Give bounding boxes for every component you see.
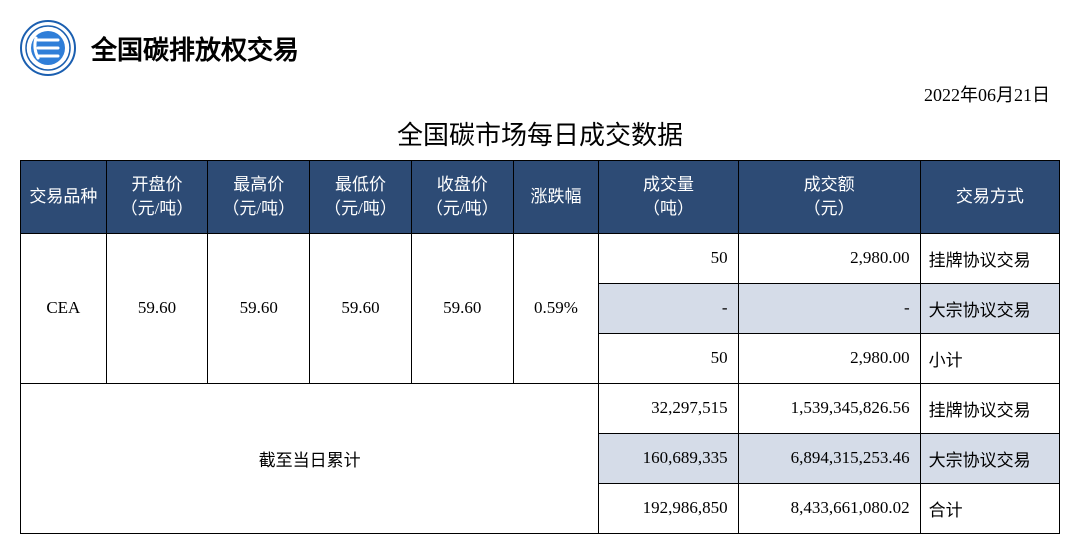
- cell-trade-type: 大宗协议交易: [920, 433, 1059, 483]
- cell-amount: 2,980.00: [738, 233, 920, 283]
- data-table: 交易品种 开盘价（元/吨） 最高价（元/吨） 最低价（元/吨） 收盘价（元/吨）…: [20, 160, 1060, 534]
- cell-trade-type: 合计: [920, 483, 1059, 533]
- col-change: 涨跌幅: [513, 161, 599, 234]
- cell-volume: 50: [599, 233, 738, 283]
- col-product: 交易品种: [21, 161, 107, 234]
- cell-open: 59.60: [106, 233, 208, 383]
- cell-volume: 32,297,515: [599, 383, 738, 433]
- cell-close: 59.60: [411, 233, 513, 383]
- cell-change: 0.59%: [513, 233, 599, 383]
- table-header-row: 交易品种 开盘价（元/吨） 最高价（元/吨） 最低价（元/吨） 收盘价（元/吨）…: [21, 161, 1060, 234]
- cell-volume: -: [599, 283, 738, 333]
- cell-cumulative-label: 截至当日累计: [21, 383, 599, 533]
- col-close: 收盘价（元/吨）: [411, 161, 513, 234]
- cell-trade-type: 小计: [920, 333, 1059, 383]
- cell-product: CEA: [21, 233, 107, 383]
- header: 全国碳排放权交易: [20, 20, 1060, 76]
- cell-low: 59.60: [310, 233, 412, 383]
- table-title: 全国碳市场每日成交数据: [20, 115, 1060, 152]
- table-row: CEA59.6059.6059.6059.600.59%502,980.00挂牌…: [21, 233, 1060, 283]
- page-title: 全国碳排放权交易: [91, 30, 299, 67]
- cell-amount: 2,980.00: [738, 333, 920, 383]
- report-date: 2022年06月21日: [20, 81, 1060, 107]
- logo-icon: [20, 20, 76, 76]
- col-high: 最高价（元/吨）: [208, 161, 310, 234]
- col-open: 开盘价（元/吨）: [106, 161, 208, 234]
- cell-amount: -: [738, 283, 920, 333]
- cell-trade-type: 挂牌协议交易: [920, 233, 1059, 283]
- cell-amount: 1,539,345,826.56: [738, 383, 920, 433]
- col-low: 最低价（元/吨）: [310, 161, 412, 234]
- cell-trade-type: 挂牌协议交易: [920, 383, 1059, 433]
- cell-amount: 6,894,315,253.46: [738, 433, 920, 483]
- cell-volume: 160,689,335: [599, 433, 738, 483]
- col-amount: 成交额（元）: [738, 161, 920, 234]
- cell-high: 59.60: [208, 233, 310, 383]
- col-volume: 成交量（吨）: [599, 161, 738, 234]
- col-trade-type: 交易方式: [920, 161, 1059, 234]
- cell-trade-type: 大宗协议交易: [920, 283, 1059, 333]
- cell-amount: 8,433,661,080.02: [738, 483, 920, 533]
- table-row: 截至当日累计32,297,5151,539,345,826.56挂牌协议交易: [21, 383, 1060, 433]
- cell-volume: 192,986,850: [599, 483, 738, 533]
- cell-volume: 50: [599, 333, 738, 383]
